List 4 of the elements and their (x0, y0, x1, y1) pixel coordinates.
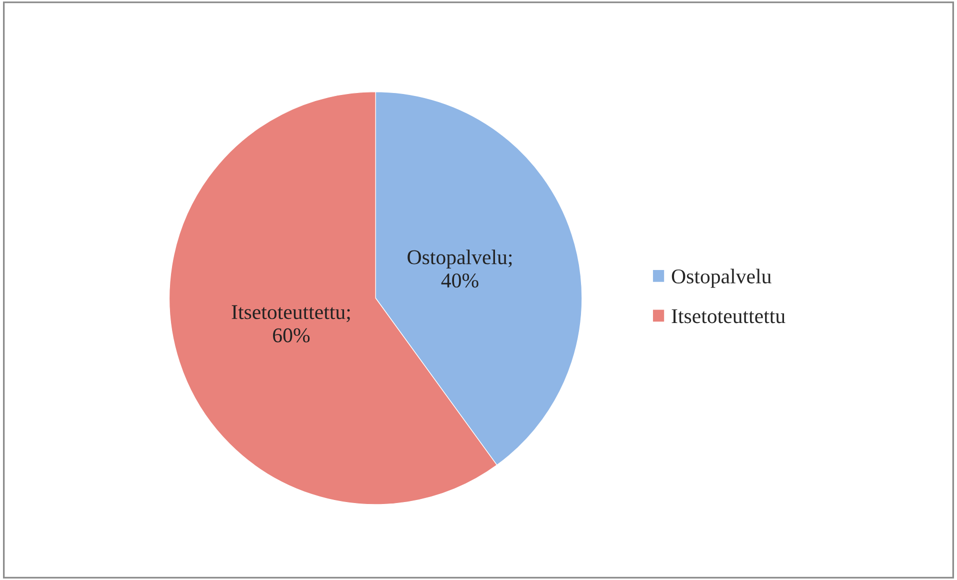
legend-label: Ostopalvelu (672, 268, 772, 288)
data-label: Itsetoteuttettu; 60% (232, 305, 350, 342)
data-label: Ostopalvelu; 40% (408, 250, 512, 288)
legend-label: Itsetoteuttettu (672, 309, 786, 324)
